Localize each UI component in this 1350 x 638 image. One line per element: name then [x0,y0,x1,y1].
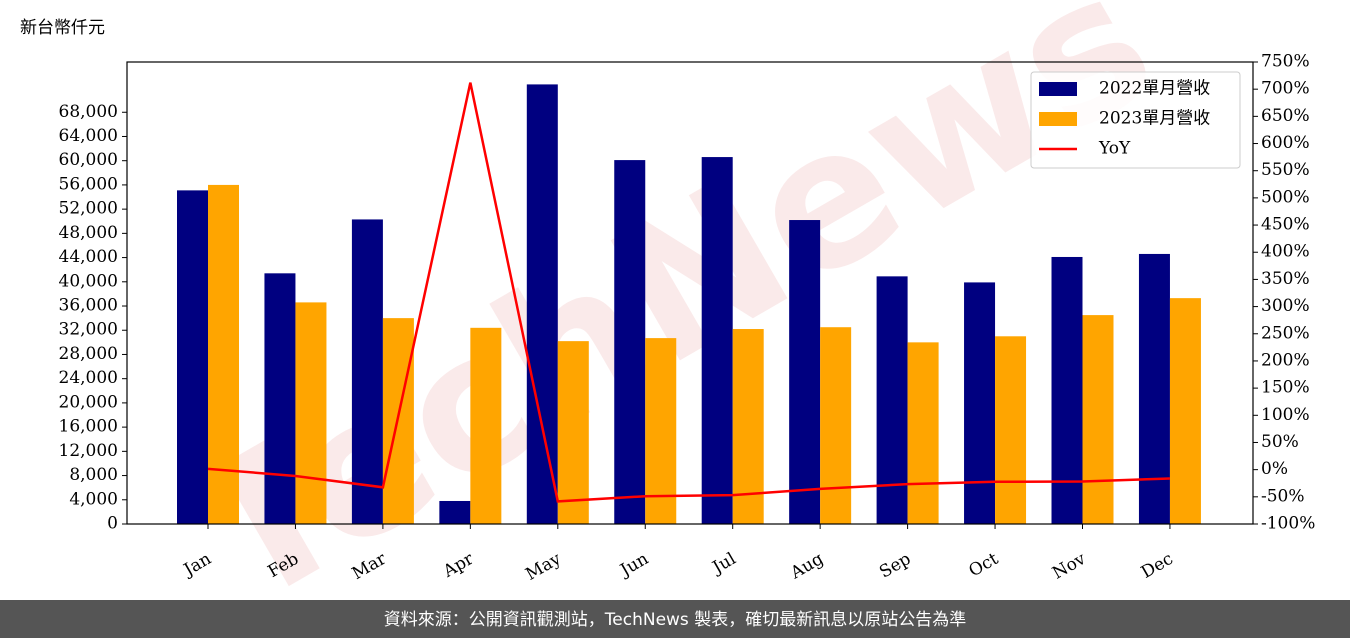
x-tick-label: Aug [786,549,827,584]
y-tick-label: 20,000 [59,392,118,412]
y2-tick-label: 0% [1261,459,1288,479]
y2-tick-label: 650% [1261,106,1310,126]
y2-tick-label: 250% [1261,323,1310,343]
y-tick-label: 12,000 [59,441,118,461]
x-tick-label: May [522,549,565,585]
x-tick-label: Jun [615,549,652,582]
footer-band [0,600,1350,638]
bar [964,282,996,524]
bar [295,302,327,524]
y-tick-label: 4,000 [69,489,118,509]
y-tick-label: 52,000 [59,199,118,219]
y-tick-label: 0 [107,514,118,534]
x-tick-label: Dec [1138,549,1177,583]
plot-frame [126,61,1254,525]
bar [470,327,502,524]
y2-tick-label: 350% [1261,269,1310,289]
y2-tick-label: 700% [1261,79,1310,99]
y-tick-label: 28,000 [59,344,118,364]
y-tick-label: 44,000 [59,247,118,267]
bar [526,84,558,524]
legend-label: YoY [1098,139,1131,159]
y2-tick-label: 750% [1261,52,1310,72]
bar [208,184,239,525]
x-tick-label: Nov [1049,549,1089,584]
y2-tick-label: 600% [1261,133,1310,153]
bar [876,276,908,524]
y-tick-label: 68,000 [59,102,118,122]
y2-tick-label: 450% [1261,215,1310,235]
bar [789,220,821,525]
bar [1169,298,1201,524]
x-tick-label: Oct [966,549,1002,582]
bar [439,500,471,524]
y-tick-label: 16,000 [59,417,118,437]
bar [614,160,646,524]
yoy-line [207,82,1170,503]
bar [264,273,296,524]
y2-tick-label: 50% [1261,432,1299,452]
y2-tick-label: -100% [1261,514,1315,534]
x-tick-label: Sep [876,549,914,583]
y-axis-label: 新台幣仟元 [20,18,105,38]
bar [1051,256,1083,524]
bar [732,329,764,524]
y-tick-label: 24,000 [59,368,118,388]
y-tick-label: 64,000 [59,126,118,146]
y2-tick-label: -50% [1261,486,1305,506]
bar [177,190,208,524]
y-tick-label: 36,000 [59,296,118,316]
bar [995,336,1027,524]
bar [645,338,677,524]
bar [820,327,852,524]
y-tick-label: 48,000 [59,223,118,243]
y2-tick-label: 200% [1261,350,1310,370]
bar [351,219,383,524]
bar [1138,253,1170,525]
y-tick-label: 60,000 [59,150,118,170]
y2-tick-label: 100% [1261,405,1310,425]
x-tick-label: Jan [179,549,215,581]
y-tick-label: 56,000 [59,174,118,194]
y-tick-label: 40,000 [59,271,118,291]
y2-tick-label: 500% [1261,187,1310,207]
y-tick-label: 8,000 [69,465,118,485]
legend-label: 2023單月營收 [1099,109,1210,129]
y2-tick-label: 300% [1261,296,1310,316]
bar [557,341,589,524]
legend-swatch [1039,112,1077,126]
bar [701,157,733,525]
legend-label: 2022單月營收 [1099,79,1210,99]
legend-swatch [1039,82,1077,96]
bar [1082,315,1114,524]
y2-tick-label: 400% [1261,242,1310,262]
y-tick-label: 32,000 [59,320,118,340]
y2-tick-label: 550% [1261,160,1310,180]
footer: 資料來源：公開資訊觀測站，TechNews 製表，確切最新訊息以原站公告為準 [384,610,966,630]
legend-box [1030,71,1241,169]
x-tick-label: Apr [439,548,478,582]
y2-tick-label: 150% [1261,378,1310,398]
x-tick-label: Jul [708,549,740,579]
bar [907,342,939,524]
